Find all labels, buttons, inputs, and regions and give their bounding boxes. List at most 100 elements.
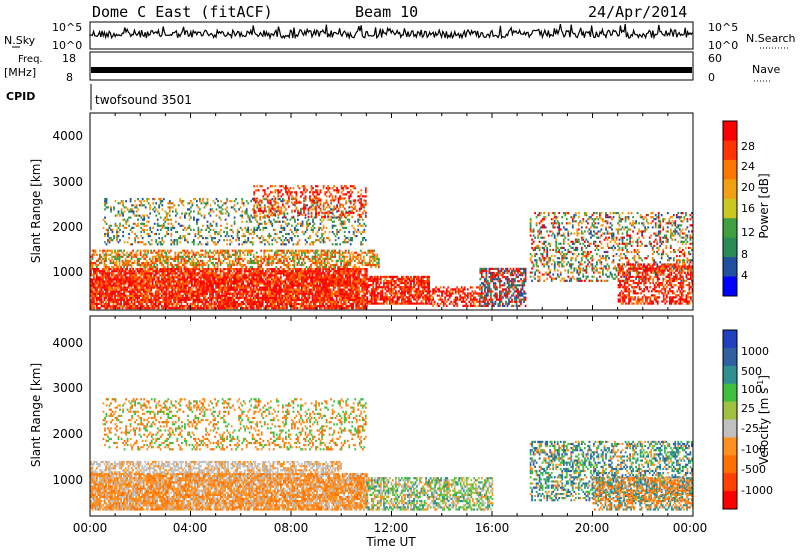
power-cell [399,296,402,299]
power-cell [234,276,237,279]
power-cell [156,266,159,269]
power-cell [379,279,382,283]
power-cell [231,294,234,297]
power-cell [177,290,180,293]
power-cell [480,274,483,277]
power-cell [91,274,94,277]
power-cell [132,292,134,295]
power-cell [99,286,101,289]
power-cell [210,298,213,301]
power-cell [290,300,293,304]
power-cell [126,251,128,254]
power-cell [109,249,112,252]
power-cell [386,275,388,278]
power-cell [379,286,382,289]
power-cell [494,300,497,303]
power-cell [260,270,263,273]
power-cell [252,268,255,271]
power-cell [307,294,309,297]
power-cell [177,259,180,262]
power-cell [264,286,267,289]
power-cell [203,276,205,279]
power-cell [90,268,92,271]
power-cell [159,296,162,299]
power-cell [255,278,258,281]
power-cell [287,298,290,301]
power-cell [213,307,216,310]
power-cell [512,294,515,297]
power-cell [165,302,168,306]
power-cell [99,284,101,287]
power-cell [130,296,133,299]
power-cell [200,298,202,301]
power-cell [112,282,115,285]
power-cell [182,263,184,267]
power-cell [126,259,128,262]
power-cell [198,286,201,289]
power-cell [512,267,515,270]
power-cell [94,286,97,289]
power-cell [378,302,381,305]
power-cell [284,284,287,287]
power-cell [237,296,240,299]
power-cell [270,307,273,310]
power-cell [252,276,255,279]
power-cell [311,305,314,308]
power-cell [127,286,130,289]
power-cell [276,261,279,265]
power-cell [91,292,94,295]
power-cell [433,292,436,295]
power-cell [117,276,119,279]
power-cell [490,292,492,295]
power-cell [323,249,326,252]
power-cell [273,294,276,297]
power-cell [132,270,134,273]
power-cell [281,307,284,310]
power-cell [325,257,327,260]
power-cell [490,278,492,281]
power-cell [293,284,296,287]
power-cell [491,290,494,293]
power-cell [115,266,118,269]
power-cell [366,286,369,289]
power-cell [221,305,223,308]
power-cell [96,253,98,256]
power-cell [485,286,488,289]
power-cell [212,307,214,310]
power-cell [145,278,148,281]
power-cell [105,300,107,304]
power-cell [112,280,115,283]
power-cell [186,253,189,256]
power-cell [511,284,513,287]
power-cell [299,302,302,306]
power-cell [340,253,342,256]
power-cell [298,296,300,299]
power-cell [499,280,501,283]
power-cell [216,296,219,299]
power-cell [293,255,296,258]
power-cell [230,305,232,308]
power-cell [417,275,420,278]
power-cell [115,300,118,304]
power-cell [248,276,251,279]
power-cell [292,263,294,267]
power-cell [352,282,355,285]
power-cell [332,284,335,287]
power-cell [410,292,412,295]
power-cell [156,292,159,295]
power-cell [373,302,376,305]
power-cell [286,259,288,262]
power-cell [227,282,229,285]
power-cell [364,276,367,279]
power-cell [233,249,235,252]
power-cell [93,298,95,301]
power-cell [106,266,109,269]
power-cell [180,290,183,293]
power-cell [349,290,352,293]
power-cell [114,257,116,260]
power-cell [460,286,463,289]
power-cell [175,294,178,297]
power-cell [445,288,448,291]
power-cell [120,284,122,287]
power-cell [305,272,308,275]
